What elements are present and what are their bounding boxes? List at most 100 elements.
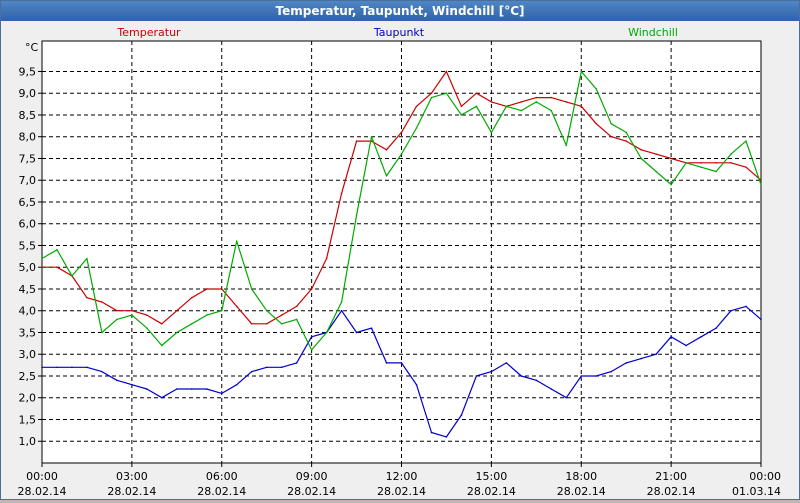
- y-tick-label: 6,5: [19, 196, 37, 209]
- data-point-temperatur: [640, 148, 642, 151]
- data-point-taupunkt: [490, 370, 493, 373]
- data-point-temperatur: [190, 296, 193, 299]
- window-title: Temperatur, Taupunkt, Windchill [°C]: [1, 1, 799, 21]
- data-point-windchill: [745, 140, 747, 142]
- x-tick-time: 15:00: [476, 470, 508, 483]
- data-point-taupunkt: [760, 318, 762, 321]
- data-point-windchill: [610, 122, 613, 125]
- legend-entry-temperatur: Temperatur: [116, 26, 181, 39]
- data-point-taupunkt: [430, 431, 433, 434]
- data-point-windchill: [700, 166, 702, 168]
- data-point-taupunkt: [610, 370, 613, 373]
- series-lines: [41, 70, 762, 438]
- data-point-temperatur: [41, 266, 43, 269]
- x-tick-time: 09:00: [296, 470, 328, 483]
- data-point-windchill: [355, 214, 358, 216]
- data-point-taupunkt: [265, 366, 268, 369]
- data-point-taupunkt: [580, 375, 583, 377]
- data-point-temperatur: [176, 309, 178, 312]
- data-point-taupunkt: [385, 362, 388, 364]
- data-point-temperatur: [146, 314, 148, 316]
- data-point-windchill: [220, 309, 223, 312]
- data-point-windchill: [131, 314, 133, 316]
- data-point-windchill: [71, 275, 73, 277]
- data-point-temperatur: [760, 179, 762, 182]
- data-point-windchill: [116, 318, 118, 321]
- y-tick-label: 1,0: [19, 435, 37, 448]
- data-point-windchill: [250, 288, 253, 290]
- data-point-temperatur: [280, 314, 283, 316]
- y-tick-label: 7,5: [19, 152, 37, 165]
- y-tick-label: 5,0: [19, 261, 37, 274]
- y-axis-unit: °C: [25, 41, 39, 54]
- data-point-taupunkt: [400, 362, 403, 364]
- data-point-temperatur: [565, 101, 568, 103]
- data-point-windchill: [385, 175, 388, 177]
- data-point-temperatur: [101, 301, 103, 303]
- data-point-temperatur: [385, 148, 388, 151]
- data-point-windchill: [640, 157, 642, 160]
- y-tick-label: 8,0: [19, 131, 37, 144]
- data-point-windchill: [715, 170, 717, 173]
- x-tick-time: 12:00: [386, 470, 418, 483]
- y-tick-label: 3,0: [19, 348, 37, 361]
- x-tick-date: 28.02.14: [467, 485, 516, 498]
- data-point-temperatur: [310, 288, 313, 290]
- data-point-temperatur: [116, 309, 118, 312]
- data-point-taupunkt: [56, 366, 58, 369]
- y-tick-label: 8,5: [19, 109, 37, 122]
- x-tick-time: 21:00: [655, 470, 687, 483]
- x-tick-date: 28.02.14: [647, 485, 696, 498]
- data-point-windchill: [190, 322, 193, 325]
- x-tick-date: 28.02.14: [107, 485, 156, 498]
- data-point-windchill: [280, 322, 283, 325]
- data-point-windchill: [430, 96, 433, 99]
- y-tick-label: 4,0: [19, 305, 37, 318]
- x-tick-date: 28.02.14: [557, 485, 606, 498]
- x-tick-date: 01.03.14: [732, 485, 781, 498]
- data-point-temperatur: [415, 105, 418, 108]
- data-point-temperatur: [700, 162, 702, 164]
- data-point-temperatur: [131, 309, 133, 312]
- data-point-windchill: [670, 183, 672, 186]
- data-point-windchill: [370, 135, 373, 138]
- grid-lines: [42, 41, 761, 463]
- y-tick-label: 9,0: [19, 87, 37, 100]
- data-point-windchill: [400, 153, 403, 155]
- data-point-windchill: [625, 131, 627, 134]
- x-tick-time: 06:00: [206, 470, 238, 483]
- y-tick-label: 2,5: [19, 370, 37, 383]
- data-point-windchill: [445, 92, 448, 95]
- data-point-temperatur: [580, 105, 583, 108]
- data-point-taupunkt: [235, 383, 238, 386]
- data-point-taupunkt: [131, 383, 133, 386]
- data-point-temperatur: [86, 296, 88, 299]
- data-point-temperatur: [520, 101, 523, 103]
- data-point-taupunkt: [415, 383, 418, 386]
- data-point-taupunkt: [295, 362, 298, 364]
- x-axis: 00:00 28.02.14 03:00 28.02.14 06:00 28.02.14 0…: [18, 463, 781, 498]
- data-point-taupunkt: [370, 327, 373, 329]
- data-point-windchill: [265, 309, 268, 312]
- data-point-taupunkt: [535, 379, 538, 382]
- data-point-windchill: [505, 105, 508, 108]
- data-point-taupunkt: [355, 331, 358, 334]
- data-point-temperatur: [535, 96, 538, 99]
- data-point-windchill: [325, 331, 328, 334]
- data-point-taupunkt: [715, 327, 717, 329]
- data-point-windchill: [565, 144, 568, 147]
- legend-entry-taupunkt: Taupunkt: [373, 26, 425, 39]
- data-point-windchill: [550, 109, 553, 112]
- data-point-temperatur: [265, 322, 268, 325]
- data-point-taupunkt: [640, 357, 642, 360]
- data-point-taupunkt: [460, 414, 463, 416]
- data-point-taupunkt: [176, 388, 178, 390]
- data-point-windchill: [760, 183, 762, 186]
- data-point-taupunkt: [116, 379, 118, 382]
- data-point-taupunkt: [700, 336, 702, 338]
- data-point-taupunkt: [565, 396, 568, 399]
- y-tick-label: 5,5: [19, 239, 37, 252]
- data-point-windchill: [295, 318, 298, 321]
- data-point-temperatur: [295, 305, 298, 308]
